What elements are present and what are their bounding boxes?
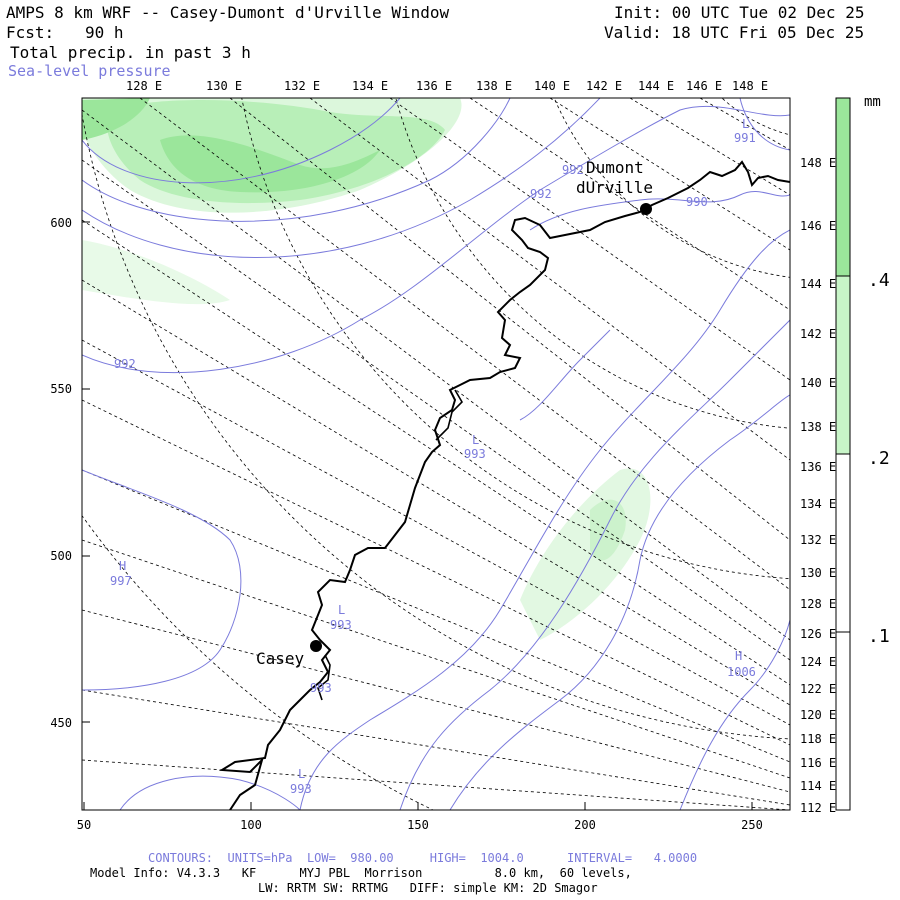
pressure-label: 991 (734, 131, 756, 145)
lon-label: 142 E (800, 327, 836, 341)
y-tick-label: 450 (50, 716, 72, 730)
lon-label: 138 E (476, 79, 512, 93)
x-tick-label: 250 (741, 818, 763, 832)
pressure-label: H (119, 559, 126, 573)
ice-shelf-outline (317, 389, 464, 701)
colorbar-swatch-low (836, 454, 850, 632)
slp-contours (82, 98, 790, 810)
x-tick-label: 200 (574, 818, 596, 832)
colorbar-swatch-none (836, 632, 850, 810)
valid-time: Valid: 18 UTC Fri 05 Dec 25 (604, 23, 865, 42)
pressure-label: 992 (562, 163, 584, 177)
lon-label: 136 E (800, 460, 836, 474)
field-slp-label: Sea-level pressure (8, 62, 171, 80)
y-tick-label: 550 (50, 382, 72, 396)
pressure-label: 993 (464, 447, 486, 461)
lon-label: 114 E (800, 779, 836, 793)
y-tick-label: 600 (50, 216, 72, 230)
left-y-labels: 600 550 500 450 (50, 216, 72, 730)
pressure-label: 993 (330, 618, 352, 632)
pressure-label: 993 (290, 782, 312, 796)
pressure-label: 993 (310, 681, 332, 695)
station-marker-casey (310, 640, 322, 652)
map-frame (81, 97, 791, 811)
station-marker-dumont-durville (640, 203, 652, 215)
pressure-label: 997 (110, 574, 132, 588)
lon-label: 130 E (800, 566, 836, 580)
lon-label: 118 E (800, 732, 836, 746)
lon-label: 122 E (800, 682, 836, 696)
lon-label: 134 E (800, 497, 836, 511)
lon-label: 146 E (800, 219, 836, 233)
lon-label: 132 E (284, 79, 320, 93)
pressure-label: 1006 (727, 665, 756, 679)
pressure-label: L (338, 603, 345, 617)
lon-label: 140 E (800, 376, 836, 390)
station-label-dumont: Dumont (586, 158, 644, 177)
pressure-label: 992 (114, 357, 136, 371)
x-tick-label: 100 (240, 818, 262, 832)
lon-label: 126 E (800, 627, 836, 641)
lon-label: 130 E (206, 79, 242, 93)
forecast-label: Fcst: (6, 23, 55, 42)
station-label-durville: dUrville (576, 178, 653, 197)
lon-label: 116 E (800, 756, 836, 770)
lon-label: 128 E (800, 597, 836, 611)
lon-label: 148 E (732, 79, 768, 93)
pressure-label: L (742, 117, 749, 131)
colorbar-swatch-mid (836, 276, 850, 454)
colorbar-level: .2 (868, 448, 890, 469)
map-title: AMPS 8 km WRF -- Casey-Dumont d'Urville … (6, 3, 450, 22)
lon-label: 112 E (800, 801, 836, 815)
model-info: Model Info: V4.3.3 KF MYJ PBL Morrison 8… (90, 866, 632, 880)
y-tick-label: 500 (50, 549, 72, 563)
colorbar-level: .1 (868, 626, 890, 647)
lon-label: 128 E (126, 79, 162, 93)
pressure-label: H (735, 649, 742, 663)
axis-ticks (82, 221, 753, 810)
coastline (218, 160, 790, 810)
x-tick-label: 50 (77, 818, 91, 832)
lon-label: 142 E (586, 79, 622, 93)
x-tick-label: 150 (407, 818, 429, 832)
colorbar: mm .4 .2 .1 (835, 94, 890, 811)
pressure-labels: 992 992 992 990 991 L 993 L H 997 993 L … (110, 117, 756, 796)
physics-info: LW: RRTM SW: RRTMG DIFF: simple KM: 2D S… (258, 881, 598, 895)
right-lon-labels: 148 E 146 E 144 E 142 E 140 E 138 E 136 … (800, 156, 836, 815)
lon-label: 144 E (638, 79, 674, 93)
lon-label: 124 E (800, 655, 836, 669)
top-lon-labels: 128 E 130 E 132 E 134 E 136 E 138 E 140 … (126, 79, 768, 93)
init-time: Init: 00 UTC Tue 02 Dec 25 (614, 3, 865, 22)
field-precip-label: Total precip. in past 3 h (10, 43, 251, 62)
bottom-x-labels: 50 100 150 200 250 (77, 818, 763, 832)
lon-label: 132 E (800, 533, 836, 547)
contour-info: CONTOURS: UNITS=hPa LOW= 980.00 HIGH= 10… (148, 851, 698, 865)
precip-shading (82, 98, 651, 640)
lon-label: 146 E (686, 79, 722, 93)
forecast-hour: 90 h (85, 23, 124, 42)
pressure-label: 992 (530, 187, 552, 201)
pressure-label: L (298, 767, 305, 781)
lon-label: 136 E (416, 79, 452, 93)
pressure-label: L (472, 433, 479, 447)
pressure-label: 990 (686, 195, 708, 209)
lon-label: 134 E (352, 79, 388, 93)
colorbar-level: .4 (868, 270, 890, 291)
station-label-casey: Casey (256, 649, 305, 668)
colorbar-unit: mm (864, 94, 881, 110)
lon-label: 140 E (534, 79, 570, 93)
lon-label: 120 E (800, 708, 836, 722)
lon-label: 138 E (800, 420, 836, 434)
colorbar-swatch-high (836, 98, 850, 276)
lon-label: 148 E (800, 156, 836, 170)
lon-label: 144 E (800, 277, 836, 291)
